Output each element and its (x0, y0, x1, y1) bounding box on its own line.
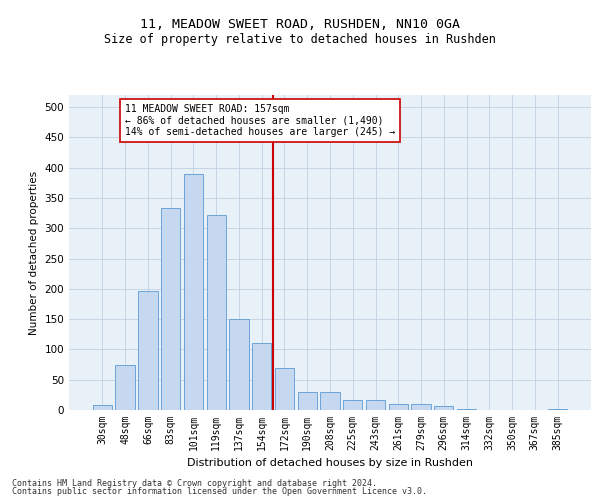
Bar (298, 392, 317, 410)
Bar (275, 368, 294, 410)
Bar (320, 392, 340, 410)
Bar (184, 174, 203, 410)
X-axis label: Distribution of detached houses by size in Rushden: Distribution of detached houses by size … (187, 458, 473, 468)
Bar (412, 404, 431, 410)
Bar (252, 344, 271, 410)
Text: 11 MEADOW SWEET ROAD: 157sqm
← 86% of detached houses are smaller (1,490)
14% of: 11 MEADOW SWEET ROAD: 157sqm ← 86% of de… (125, 104, 395, 138)
Y-axis label: Number of detached properties: Number of detached properties (29, 170, 39, 334)
Bar (366, 400, 385, 410)
Text: 11, MEADOW SWEET ROAD, RUSHDEN, NN10 0GA: 11, MEADOW SWEET ROAD, RUSHDEN, NN10 0GA (140, 18, 460, 30)
Text: Contains HM Land Registry data © Crown copyright and database right 2024.: Contains HM Land Registry data © Crown c… (12, 478, 377, 488)
Text: Contains public sector information licensed under the Open Government Licence v3: Contains public sector information licen… (12, 487, 427, 496)
Bar (161, 208, 181, 410)
Bar (115, 364, 135, 410)
Bar (389, 404, 408, 410)
Bar (138, 290, 158, 410)
Bar (343, 400, 362, 410)
Bar (434, 406, 454, 410)
Bar (229, 319, 248, 410)
Bar (457, 409, 476, 410)
Bar (206, 215, 226, 410)
Text: Size of property relative to detached houses in Rushden: Size of property relative to detached ho… (104, 32, 496, 46)
Bar (93, 405, 112, 410)
